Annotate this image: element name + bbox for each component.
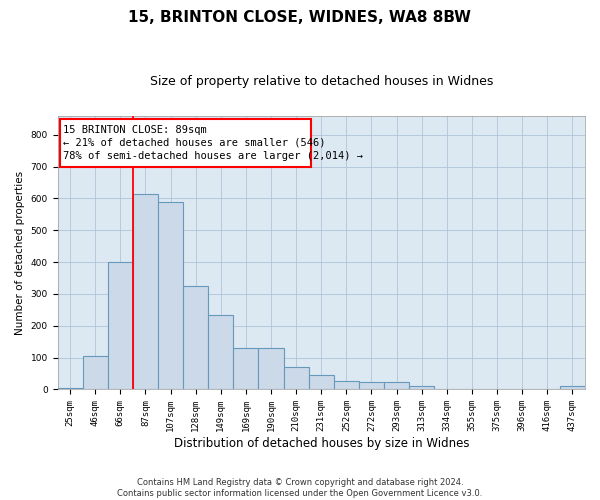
Bar <box>359 382 384 390</box>
Bar <box>334 380 359 390</box>
Bar <box>58 388 83 390</box>
Title: Size of property relative to detached houses in Widnes: Size of property relative to detached ho… <box>149 75 493 88</box>
Bar <box>233 348 259 390</box>
Bar <box>208 314 233 390</box>
Text: 15 BRINTON CLOSE: 89sqm: 15 BRINTON CLOSE: 89sqm <box>64 124 207 134</box>
FancyBboxPatch shape <box>59 120 311 166</box>
Bar <box>83 356 108 390</box>
Text: Contains HM Land Registry data © Crown copyright and database right 2024.
Contai: Contains HM Land Registry data © Crown c… <box>118 478 482 498</box>
Bar <box>409 386 434 390</box>
Text: 15, BRINTON CLOSE, WIDNES, WA8 8BW: 15, BRINTON CLOSE, WIDNES, WA8 8BW <box>128 10 472 25</box>
Bar <box>158 202 183 390</box>
Bar <box>133 194 158 390</box>
Bar <box>259 348 284 390</box>
Y-axis label: Number of detached properties: Number of detached properties <box>15 170 25 334</box>
Bar <box>284 366 309 390</box>
Bar <box>384 382 409 390</box>
Bar <box>560 386 585 390</box>
Text: ← 21% of detached houses are smaller (546): ← 21% of detached houses are smaller (54… <box>64 138 326 148</box>
Bar <box>108 262 133 390</box>
Text: 78% of semi-detached houses are larger (2,014) →: 78% of semi-detached houses are larger (… <box>64 151 364 161</box>
Bar <box>183 286 208 390</box>
X-axis label: Distribution of detached houses by size in Widnes: Distribution of detached houses by size … <box>173 437 469 450</box>
Bar <box>309 375 334 390</box>
